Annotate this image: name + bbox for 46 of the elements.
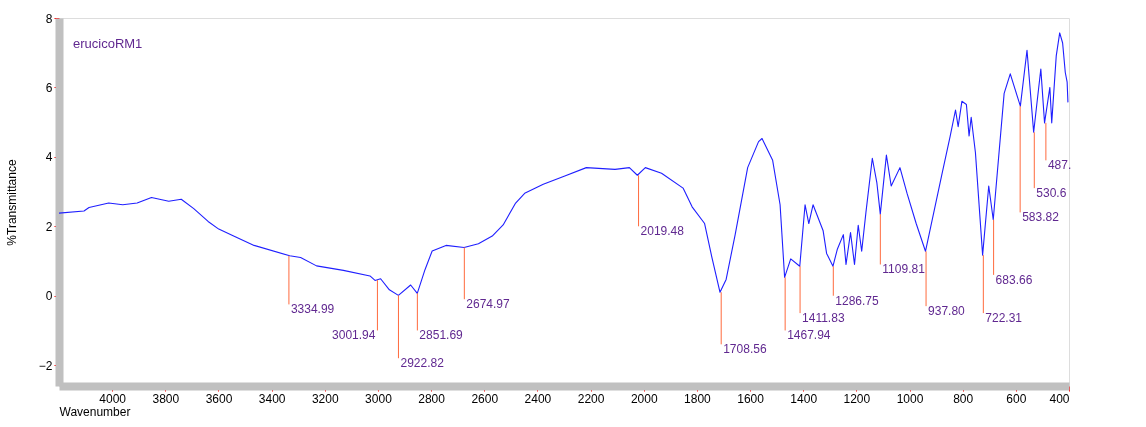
annotation: 487.	[1047, 158, 1072, 173]
y-tick-label: 2	[45, 219, 53, 234]
annotation: 2851.69	[419, 328, 464, 343]
x-tick-label: 3000	[365, 391, 393, 406]
annotation: 2674.97	[466, 297, 511, 312]
x-tick-label: 2000	[630, 391, 658, 406]
annotation: 2922.82	[400, 356, 445, 371]
x-tick-label: 2400	[524, 391, 552, 406]
y-tick-label: 0	[45, 289, 53, 304]
annotation: 1109.81	[882, 262, 926, 277]
x-tick-label: 2800	[418, 391, 446, 406]
annotation: 683.66	[995, 272, 1033, 287]
x-tick-label: 800	[953, 391, 974, 406]
y-tick-label: 8	[45, 11, 53, 26]
text: erucicoRM1	[73, 36, 143, 51]
x-tick-label: 1200	[843, 391, 871, 406]
annotation: 2019.48	[640, 224, 685, 239]
x-axis-title: Wavenumber	[59, 404, 131, 419]
annotation: 1467.94	[787, 328, 831, 343]
y-tick-label: 6	[45, 80, 53, 95]
annotation: 3001.94	[332, 328, 376, 343]
annotation: 1286.75	[835, 293, 880, 308]
x-tick-label: 2200	[577, 391, 605, 406]
x-tick-label: 1400	[790, 391, 818, 406]
x-tick-label: 600	[1006, 391, 1027, 406]
x-tick-label: 400	[1049, 391, 1070, 406]
x-tick-label: 3200	[311, 391, 339, 406]
annotation: 1708.56	[723, 342, 767, 357]
x-tick-label: 1000	[896, 391, 924, 406]
x-tick-label: 3600	[205, 391, 233, 406]
annotation: 722.31	[985, 311, 1023, 326]
y-axis-title: %Transmittance	[4, 159, 19, 246]
x-tick-label: 1600	[737, 391, 765, 406]
annotation: 3334.99	[290, 302, 335, 317]
y-tick-label: −2	[38, 358, 53, 373]
y-tick-label: 4	[45, 150, 53, 165]
annotation: 937.80	[928, 304, 966, 319]
line-series	[59, 32, 1069, 296]
x-tick-label: 2600	[471, 391, 499, 406]
x-tick-label: 3800	[152, 391, 180, 406]
annotation: 583.82	[1022, 210, 1060, 225]
annotation: 530.6	[1036, 186, 1067, 201]
x-tick-label: 4000	[99, 391, 127, 406]
annotation: 1411.83	[802, 311, 845, 326]
x-tick-label: 1800	[684, 391, 712, 406]
x-tick-label: 3400	[258, 391, 286, 406]
